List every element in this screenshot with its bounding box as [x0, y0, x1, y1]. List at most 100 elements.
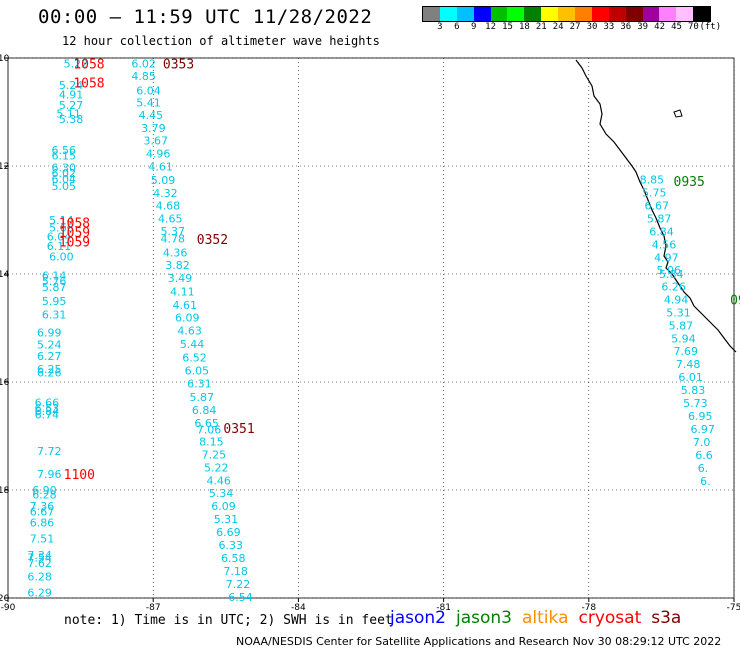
wave-height-value: 5.24	[59, 79, 84, 92]
wave-height-value: 6.74	[35, 408, 60, 421]
lon-tick-label: -87	[146, 603, 161, 613]
wave-height-value: 5.44	[180, 338, 205, 351]
color-swatch	[456, 7, 474, 21]
wave-height-value: 5.84	[659, 268, 684, 281]
wave-height-value: 6.67	[644, 199, 669, 212]
wave-height-value: 5.87	[669, 319, 694, 332]
lat-tick-label: -18	[0, 486, 10, 496]
wave-height-value: 6.	[698, 462, 709, 475]
color-swatch	[693, 7, 711, 21]
lon-tick-label: -78	[581, 603, 596, 613]
wave-height-value: 5.31	[666, 306, 691, 319]
lon-tick-label: -90	[1, 603, 16, 613]
pass-time-label: 1059	[59, 236, 90, 251]
wave-height-value: 5.87	[647, 212, 672, 225]
wave-height-value: 6.66	[35, 397, 60, 410]
wave-height-value: 6.95	[688, 410, 713, 423]
color-scale-label: 24	[552, 22, 564, 32]
wave-height-value: 4.46	[206, 474, 231, 487]
wave-height-value: 6.09	[175, 312, 200, 325]
lat-tick-label: -12	[0, 162, 9, 172]
wave-height-value: 5.41	[136, 96, 161, 109]
color-swatch	[676, 7, 694, 21]
wave-height-value: 4.78	[160, 232, 185, 245]
color-swatch	[591, 7, 609, 21]
wave-height-value: 4.63	[177, 325, 202, 338]
map-frame	[7, 57, 735, 599]
color-swatch	[642, 7, 660, 21]
wave-height-value: 5.73	[683, 397, 708, 410]
wave-height-value: 5.95	[42, 295, 67, 308]
wave-height-value: 6.28	[27, 570, 52, 583]
wave-height-value: 6.27	[37, 350, 62, 363]
color-swatch	[490, 7, 508, 21]
wave-height-value: 7.51	[30, 533, 54, 546]
pass-time-label: 1058	[73, 57, 104, 72]
lat-tick-label: -10	[0, 54, 10, 64]
lat-tick-label: -20	[0, 594, 10, 604]
wave-height-value: 6.86	[30, 516, 54, 529]
pass-time-label: 093	[730, 293, 740, 308]
wave-height-value: 6.28	[32, 488, 57, 501]
wave-height-value: 6.05	[185, 365, 210, 378]
wave-height-value: 6.02	[52, 167, 76, 180]
lat-lon-grid	[4, 57, 735, 602]
wave-height-value: 5.75	[642, 186, 667, 199]
wave-height-observations: 5.225.244.915.275.115.386.566.156.306.02…	[27, 57, 715, 604]
wave-height-value: 5.94	[671, 332, 696, 345]
small-island	[673, 109, 683, 118]
color-swatch	[659, 7, 677, 21]
color-scale-label: 33	[603, 22, 615, 32]
wave-height-value: 4.32	[153, 187, 178, 200]
wave-height-value: 5.34	[209, 487, 234, 500]
wave-height-value: 4.85	[131, 70, 156, 83]
color-swatch	[625, 7, 643, 21]
color-swatch	[524, 7, 542, 21]
lat-tick-label: -14	[0, 270, 10, 280]
wave-height-value: 6.31	[42, 309, 67, 322]
south-america-coastline	[575, 59, 737, 353]
pass-time-label: 0935	[674, 175, 705, 190]
lon-tick-label: -81	[436, 603, 451, 613]
color-scale-label: 12	[485, 22, 497, 32]
wave-height-value: 5.83	[681, 384, 706, 397]
wave-height-value: 7.54	[27, 552, 52, 565]
wave-height-value: 4.68	[156, 199, 181, 212]
satellite-legend: jason2 jason3 altika cryosat s3a	[390, 608, 691, 628]
wave-height-value: 4.36	[163, 246, 188, 259]
pass-time-label: 0351	[223, 422, 254, 437]
wave-height-value: 7.69	[674, 345, 699, 358]
wave-height-value: 6.69	[216, 526, 241, 539]
wave-height-value: 4.91	[59, 89, 84, 102]
wave-height-value: 5.87	[190, 391, 215, 404]
pass-time-label: 1059	[59, 226, 90, 241]
wave-height-value: 5.87	[42, 281, 67, 294]
pass-time-label: 0353	[163, 57, 194, 72]
satellite-cryosat: cryosat	[578, 608, 642, 628]
pass-time-label: 0352	[197, 233, 228, 248]
wave-height-value: 7.25	[202, 448, 227, 461]
wave-height-value: 6.52	[182, 352, 207, 365]
wave-height-value: 3.67	[144, 135, 169, 148]
color-swatch	[473, 7, 491, 21]
pass-time-label: 1058	[73, 76, 104, 91]
wave-height-value: 6.84	[192, 404, 217, 417]
lon-tick-label: -75	[727, 603, 740, 613]
wave-height-value: 5.38	[59, 113, 84, 126]
wave-height-value: 7.48	[676, 358, 701, 371]
satellite-altika: altika	[522, 608, 569, 628]
wave-height-value: 7.34	[27, 549, 52, 562]
wave-height-value: 6.33	[219, 539, 244, 552]
footnote: note: 1) Time is in UTC; 2) SWH is in fe…	[64, 613, 393, 628]
satellite-jason2: jason2	[390, 608, 446, 628]
color-scale-label: 45	[671, 22, 682, 32]
wave-height-value: 6.90	[32, 484, 57, 497]
wave-height-value: 6.29	[27, 587, 52, 600]
wave-height-value: 5.22	[204, 461, 229, 474]
wave-height-value: 5.37	[160, 225, 185, 238]
wave-height-value: 7.62	[27, 557, 52, 570]
wave-height-value: 6.97	[690, 423, 715, 436]
color-scale-label: 39	[637, 22, 649, 32]
wave-height-value: 7.96	[37, 468, 62, 481]
